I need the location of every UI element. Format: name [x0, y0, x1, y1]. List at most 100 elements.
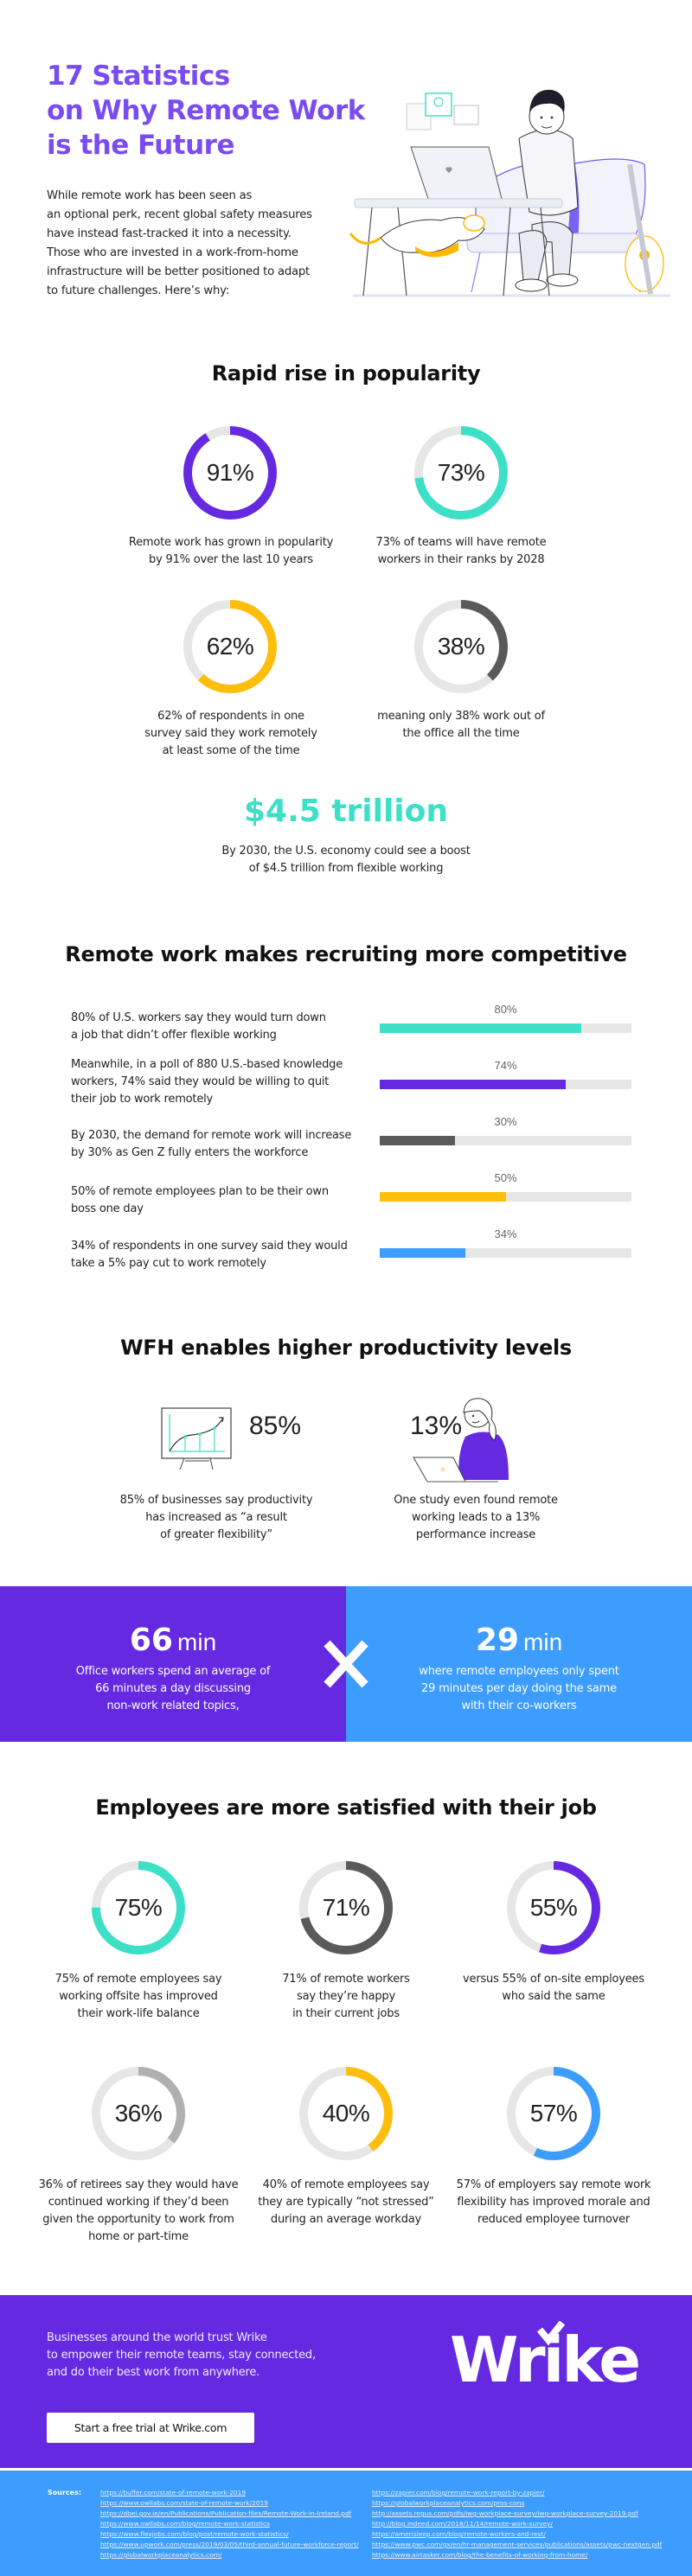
satisfaction-ring-0-caption: 75% of remote employees say working offs… — [54, 1973, 222, 2020]
source-link[interactable]: https://www.owllabs.com/state-of-remote-… — [100, 2499, 269, 2507]
remote-minutes-number: 29 — [475, 1623, 519, 1658]
recruiting-stat-3-bar-fill — [380, 1192, 506, 1202]
hero-intro: While remote work has been seen as an op… — [47, 189, 312, 297]
satisfaction-ring-5: 57% — [503, 2063, 605, 2165]
source-link[interactable]: https://www.owllabs.com/blog/remote-work… — [100, 2520, 270, 2528]
hero-title: 17 Statistics on Why Remote Work is the … — [47, 59, 410, 163]
office-workers-panel — [0, 1586, 346, 1742]
donut-ring-icon — [183, 426, 277, 520]
source-link[interactable]: https://www.flexjobs.com/blog/post/remot… — [100, 2530, 289, 2538]
recruiting-stat-2-text: By 2030, the demand for remote work will… — [71, 1129, 352, 1159]
recruiting-stat-4-bar — [380, 1248, 631, 1258]
source-link[interactable]: http://blog.indeed.com/2018/11/14/remote… — [372, 2520, 554, 2528]
source-link[interactable]: https://zapier.com/blog/remote-work-repo… — [372, 2489, 545, 2496]
donut-ring-icon — [92, 2067, 185, 2160]
satisfaction-ring-4-caption: 40% of remote employees say they are typ… — [258, 2178, 434, 2226]
stat-85-percent: 85% — [249, 1412, 302, 1440]
popularity-ring-2-caption: 62% of respondents in one survey said th… — [144, 710, 317, 757]
donut-ring-icon — [507, 2067, 600, 2160]
recruiting-stat-0-bar-fill — [380, 1023, 581, 1033]
sources-footer — [0, 2471, 692, 2576]
source-link[interactable]: https://www.upwork.com/press/2019/03/05/… — [100, 2541, 359, 2548]
satisfaction-ring-1-caption: 71% of remote workers say they’re happy … — [282, 1973, 410, 2020]
recruiting-stat-4-bar-fill — [380, 1248, 465, 1258]
recruiting-stat-1-percent: 74% — [494, 1059, 517, 1072]
cta-text: Businesses around the world trust Wrike … — [47, 2331, 316, 2379]
popularity-ring-0-value: 91% — [206, 459, 254, 486]
man-working-on-laptop-illustration — [346, 69, 675, 311]
wrike-logo: Wrike — [450, 2320, 649, 2396]
donut-ring-icon — [507, 1861, 600, 1954]
satisfaction-ring-4: 40% — [295, 2063, 397, 2165]
satisfaction-ring-2-caption: versus 55% of on-site employees who said… — [463, 1973, 644, 2003]
recruiting-stat-1-bar — [380, 1080, 631, 1089]
remote-workers-panel — [346, 1586, 692, 1742]
satisfaction-ring-1: 71% — [295, 1857, 397, 1959]
popularity-ring-3: 38% — [410, 596, 512, 698]
section-title-productivity: WFH enables higher productivity levels — [120, 1336, 572, 1360]
satisfaction-ring-3-value: 36% — [114, 2100, 163, 2126]
remote-minutes-unit: min — [523, 1629, 563, 1655]
office-minutes-text: Office workers spend an average of 66 mi… — [75, 1665, 271, 1712]
source-link[interactable]: https://buffer.com/state-of-remote-work-… — [100, 2489, 247, 2496]
donut-ring-icon — [183, 600, 277, 693]
section-title-popularity: Rapid rise in popularity — [211, 361, 481, 386]
start-free-trial-button[interactable]: Start a free trial at Wrike.com — [47, 2413, 254, 2443]
hero-title-line-2: on Why Remote Work — [47, 95, 365, 126]
popularity-ring-2: 62% — [179, 596, 281, 698]
recruiting-stat-1-text: Meanwhile, in a poll of 880 U.S.-based k… — [71, 1058, 343, 1106]
source-link[interactable]: https://dbei.gov.ie/en/Publications/Publ… — [100, 2509, 352, 2517]
highlight-caption: By 2030, the U.S. economy could see a bo… — [221, 845, 471, 875]
popularity-ring-3-caption: meaning only 38% work out of the office … — [377, 710, 545, 740]
satisfaction-ring-5-caption: 57% of employers say remote work flexibi… — [456, 2178, 651, 2226]
recruiting-stat-2-percent: 30% — [494, 1115, 517, 1128]
popularity-ring-1: 73% — [410, 422, 512, 524]
hero-title-line-1: 17 Statistics — [47, 61, 230, 92]
recruiting-stat-4-percent: 34% — [494, 1227, 517, 1240]
office-minutes-number: 66 — [129, 1623, 173, 1658]
stat-85-caption: 85% of businesses say productivity has i… — [119, 1494, 313, 1541]
sources-list-left: https://buffer.com/state-of-remote-work-… — [100, 2488, 359, 2560]
sources-label: Sources: — [48, 2489, 82, 2496]
highlight-value: $4.5 trillion — [243, 794, 449, 829]
recruiting-stat-0-text: 80% of U.S. workers say they would turn … — [71, 1011, 326, 1042]
source-link[interactable]: https://globalworkplaceanalytics.com/pro… — [372, 2499, 525, 2507]
recruiting-stat-0-bar — [380, 1023, 631, 1033]
popularity-ring-1-value: 73% — [437, 459, 485, 486]
recruiting-stat-0-percent: 80% — [494, 1003, 517, 1016]
source-link[interactable]: https://www.pwc.com/gx/en/hr-management-… — [372, 2541, 663, 2548]
popularity-ring-0-caption: Remote work has grown in popularity by 9… — [128, 536, 334, 566]
recruiting-stat-1-bar-fill — [380, 1080, 567, 1089]
donut-ring-icon — [414, 600, 508, 693]
recruiting-stat-3-bar — [380, 1192, 631, 1202]
recruiting-stat-2-bar-fill — [380, 1136, 456, 1145]
donut-ring-icon — [414, 426, 508, 520]
satisfaction-ring-3: 36% — [87, 2063, 189, 2165]
source-link[interactable]: https://globalworkplaceanalytics.com/ — [100, 2551, 222, 2559]
satisfaction-ring-1-value: 71% — [322, 1894, 370, 1921]
satisfaction-ring-0: 75% — [87, 1857, 189, 1959]
satisfaction-ring-0-value: 75% — [114, 1894, 163, 1921]
stat-13-caption: One study even found remote working lead… — [394, 1494, 558, 1541]
satisfaction-ring-5-value: 57% — [529, 2100, 578, 2126]
office-minutes-unit: min — [177, 1629, 217, 1655]
stat-13-percent: 13% — [410, 1412, 463, 1440]
remote-minutes: 29 min — [346, 1623, 692, 1658]
popularity-ring-1-caption: 73% of teams will have remote workers in… — [375, 536, 547, 566]
donut-ring-icon — [299, 2067, 393, 2160]
satisfaction-ring-2: 55% — [503, 1857, 605, 1959]
x-icon — [320, 1638, 372, 1690]
woman-at-laptop-icon — [412, 1393, 524, 1485]
satisfaction-ring-3-caption: 36% of retirees say they would have cont… — [38, 2178, 239, 2243]
source-link[interactable]: https://www.airtasker.com/blog/the-benef… — [372, 2551, 588, 2559]
growth-chart-easel-icon — [161, 1407, 232, 1470]
remote-minutes-text: where remote employees only spent 29 min… — [419, 1665, 619, 1712]
popularity-ring-0: 91% — [179, 422, 281, 524]
recruiting-stat-4-text: 34% of respondents in one survey said th… — [71, 1240, 348, 1270]
recruiting-stat-2-bar — [380, 1136, 631, 1145]
source-link[interactable]: https://amerisleep.com/blog/remote-worke… — [372, 2530, 546, 2538]
source-link[interactable]: http://assets.regus.com/pdfs/iwg-workpla… — [372, 2509, 638, 2517]
popularity-ring-2-value: 62% — [206, 633, 254, 660]
section-title-recruiting: Remote work makes recruiting more compet… — [65, 942, 627, 966]
office-minutes: 66 min — [0, 1623, 346, 1658]
